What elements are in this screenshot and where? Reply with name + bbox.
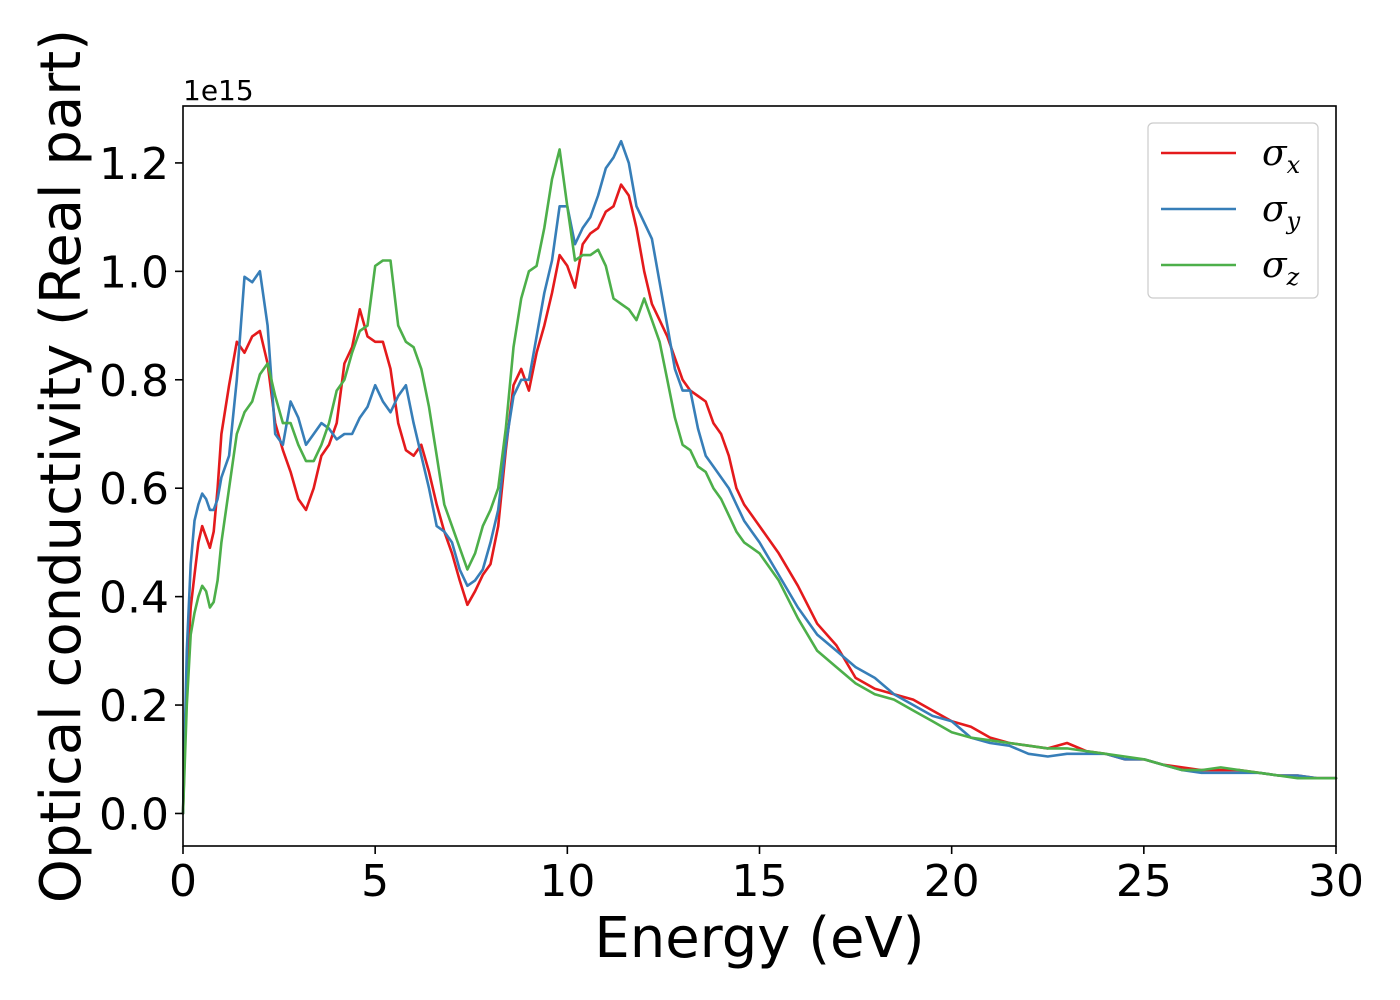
x-tick-label: 15: [732, 856, 788, 907]
y-tick-label: 1.2: [99, 139, 169, 190]
legend-label-subscript: y: [1286, 207, 1301, 235]
legend-label-symbol: σ: [1262, 133, 1288, 174]
y-tick-label: 0.8: [99, 356, 169, 407]
y-tick-label: 0.6: [99, 464, 169, 515]
legend-label-subscript: z: [1286, 263, 1300, 291]
y-axis-ticks: 0.0 0.2 0.4 0.6 0.8 1.0 1.2: [99, 139, 183, 840]
plot-area: [181, 105, 1338, 847]
y-tick-label: 1.0: [99, 247, 169, 298]
y-axis-title: Optical conductivity (Real part): [29, 29, 94, 903]
x-tick-label: 5: [361, 856, 389, 907]
y-tick-label: 0.0: [99, 789, 169, 840]
legend-label-symbol: σ: [1262, 189, 1288, 230]
series-line-x: [181, 183, 1338, 815]
legend-label-subscript: x: [1287, 151, 1301, 179]
y-tick-label: 0.2: [99, 681, 169, 732]
x-axis-ticks: 0 5 10 15 20 25 30: [169, 846, 1364, 907]
x-tick-label: 20: [924, 856, 980, 907]
x-tick-label: 10: [539, 856, 595, 907]
legend-label-z: σz: [1262, 245, 1300, 291]
legend-label-y: σy: [1262, 189, 1301, 235]
legend-box: [1147, 122, 1319, 299]
series-line-z: [181, 148, 1338, 815]
y-tick-label: 0.4: [99, 573, 169, 624]
y-axis-offset-label: 1e15: [183, 74, 254, 107]
series-layer: [181, 139, 1338, 815]
x-axis-title: Energy (eV): [594, 906, 924, 971]
x-tick-label: 30: [1308, 856, 1364, 907]
legend-label-x: σx: [1262, 133, 1301, 179]
x-tick-label: 0: [169, 856, 197, 907]
x-tick-label: 25: [1116, 856, 1172, 907]
legend-label-symbol: σ: [1262, 245, 1288, 286]
